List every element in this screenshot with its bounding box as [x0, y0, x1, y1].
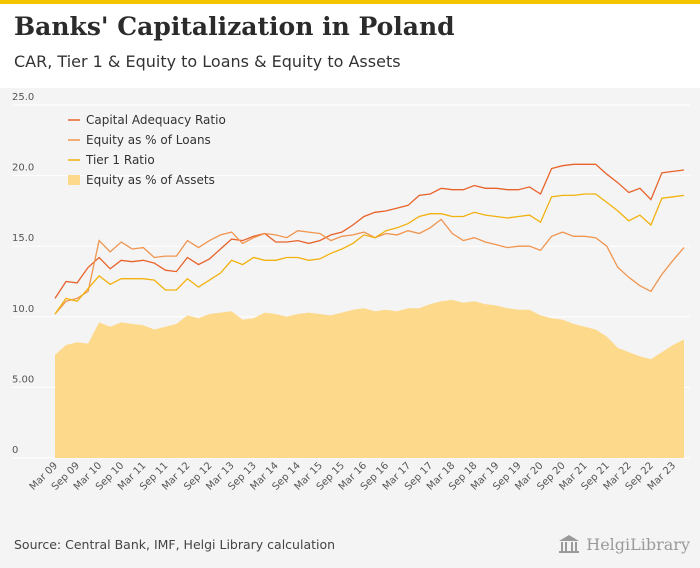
y-tick-label: 20.0: [12, 163, 34, 174]
series-line-equity-loans: [54, 218, 685, 315]
legend-label: Equity as % of Loans: [86, 133, 211, 147]
legend-label: Tier 1 Ratio: [85, 153, 155, 167]
y-tick-label: 15.0: [12, 233, 34, 244]
brand-logo: HelgiLibrary: [558, 532, 690, 556]
series-line-tier1: [54, 193, 685, 315]
series-area-equity-assets: [55, 299, 684, 458]
legend-label: Equity as % of Assets: [86, 173, 215, 187]
footer-bar: [0, 520, 700, 568]
y-tick-label: 5.00: [12, 374, 34, 385]
top-accent-bar: [0, 0, 700, 4]
y-tick-label: 0: [12, 445, 18, 456]
legend-swatch: [68, 175, 80, 185]
brand-name: HelgiLibrary: [586, 534, 690, 554]
y-tick-label: 10.0: [12, 304, 34, 315]
source-note: Source: Central Bank, IMF, Helgi Library…: [14, 537, 336, 552]
chart-title: Banks' Capitalization in Poland: [14, 12, 455, 41]
series-line-car: [54, 163, 685, 299]
chart-subtitle: CAR, Tier 1 & Equity to Loans & Equity t…: [14, 52, 401, 71]
library-building-icon: [559, 535, 580, 553]
legend-label: Capital Adequacy Ratio: [86, 113, 226, 127]
y-tick-label: 25.0: [12, 92, 34, 103]
